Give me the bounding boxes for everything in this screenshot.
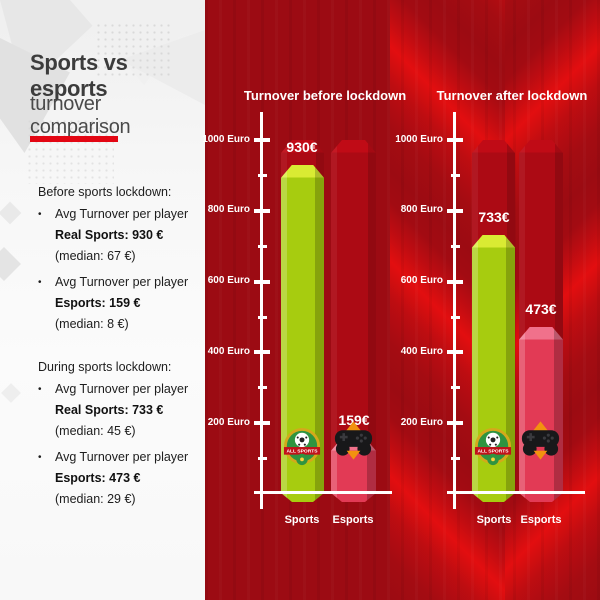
axis-tick — [254, 209, 270, 213]
bullet-marker: • — [38, 384, 42, 395]
bullet-lead-text: Avg Turnover per player — [55, 450, 189, 464]
category-label-esports: Esports — [520, 514, 562, 526]
left-text-panel: Sports vs esports turnover comparison Be… — [0, 0, 205, 600]
axis-tick — [447, 421, 463, 425]
x-axis-baseline — [447, 491, 585, 494]
section-heading: Before sports lockdown: — [38, 185, 172, 199]
axis-tick — [258, 316, 267, 319]
axis-tick — [451, 386, 460, 389]
axis-tick — [451, 316, 460, 319]
game-controller-icon — [331, 420, 376, 467]
value-label-esports: 159€ — [338, 411, 370, 428]
accent-underline — [30, 136, 118, 142]
value-label-sports: 733€ — [478, 208, 510, 225]
tick-label-1000: 1000 Euro — [395, 134, 443, 145]
category-label-sports: Sports — [284, 514, 320, 526]
all-sports-badge-icon: ALL SPORTS — [283, 427, 321, 474]
game-controller-icon — [518, 420, 563, 467]
bullet-lead-text: Avg Turnover per player — [55, 275, 189, 289]
bullet-median-text: (median: 67 €) — [55, 249, 136, 263]
diamond-decoration — [0, 247, 21, 281]
bullet-list: • Avg Turnover per player Real Sports: 7… — [38, 379, 198, 510]
axis-tick — [254, 280, 270, 284]
bullet-value-text: Esports: 473 € — [55, 471, 141, 485]
tick-label-400: 400 Euro — [207, 346, 250, 357]
tick-label-200: 200 Euro — [207, 417, 250, 428]
bullet-value-text: Real Sports: 930 € — [55, 228, 164, 242]
bullet-list: • Avg Turnover per player Real Sports: 9… — [38, 204, 198, 335]
diamond-decoration — [0, 201, 22, 225]
all-sports-badge-icon: ALL SPORTS — [474, 427, 512, 474]
axis-tick — [254, 421, 270, 425]
bullet-marker: • — [38, 277, 42, 288]
bullet-value-text: Esports: 159 € — [55, 296, 141, 310]
tick-label-400: 400 Euro — [400, 346, 443, 357]
during-lockdown-section: During sports lockdown: • Avg Turnover p… — [38, 357, 198, 515]
tick-label-600: 600 Euro — [400, 275, 443, 286]
bullet-value-text: Real Sports: 733 € — [55, 403, 164, 417]
bullet-marker: • — [38, 209, 42, 220]
list-item: • Avg Turnover per player Esports: 159 €… — [38, 272, 198, 335]
tick-label-200: 200 Euro — [400, 417, 443, 428]
list-item: • Avg Turnover per player Real Sports: 9… — [38, 204, 198, 267]
axis-tick — [258, 245, 267, 248]
bullet-median-text: (median: 45 €) — [55, 424, 136, 438]
list-item: • Avg Turnover per player Real Sports: 7… — [38, 379, 198, 442]
axis-tick — [258, 457, 267, 460]
bullet-lead-text: Avg Turnover per player — [55, 207, 189, 221]
tick-label-800: 800 Euro — [400, 204, 443, 215]
axis-tick — [258, 174, 267, 177]
tick-label-800: 800 Euro — [207, 204, 250, 215]
bullet-lead-text: Avg Turnover per player — [55, 382, 189, 396]
bar-esports — [519, 327, 563, 502]
bullet-median-text: (median: 29 €) — [55, 492, 136, 506]
slide-subtitle: turnover comparison — [30, 93, 131, 138]
value-label-sports: 930€ — [286, 138, 318, 155]
dot-grid-decoration — [26, 118, 114, 184]
axis-tick — [451, 174, 460, 177]
axis-tick — [447, 209, 463, 213]
axis-tick — [447, 138, 463, 142]
y-axis-after — [453, 112, 456, 509]
bullet-marker: • — [38, 452, 42, 463]
y-axis-before — [260, 112, 263, 509]
axis-tick — [447, 280, 463, 284]
axis-tick — [254, 350, 270, 354]
category-label-sports: Sports — [476, 514, 512, 526]
axis-tick — [447, 350, 463, 354]
axis-tick — [258, 386, 267, 389]
slide-title: Sports vs esports — [30, 50, 128, 101]
list-item: • Avg Turnover per player Esports: 473 €… — [38, 447, 198, 510]
bullet-median-text: (median: 8 €) — [55, 317, 129, 331]
svg-text:ALL SPORTS: ALL SPORTS — [477, 449, 509, 455]
category-label-esports: Esports — [332, 514, 374, 526]
section-heading: During sports lockdown: — [38, 360, 172, 374]
axis-tick — [254, 138, 270, 142]
tick-label-1000: 1000 Euro — [202, 134, 250, 145]
svg-text:ALL SPORTS: ALL SPORTS — [286, 449, 318, 455]
before-lockdown-section: Before sports lockdown: • Avg Turnover p… — [38, 182, 198, 340]
x-axis-baseline — [254, 491, 392, 494]
chart-title-after: Turnover after lockdown — [436, 88, 588, 103]
axis-tick — [451, 245, 460, 248]
diamond-decoration — [1, 383, 21, 403]
value-label-esports: 473€ — [525, 300, 557, 317]
chart-title-before: Turnover before lockdown — [243, 88, 407, 103]
tick-label-600: 600 Euro — [207, 275, 250, 286]
dot-grid-decoration — [95, 22, 173, 77]
axis-tick — [451, 457, 460, 460]
